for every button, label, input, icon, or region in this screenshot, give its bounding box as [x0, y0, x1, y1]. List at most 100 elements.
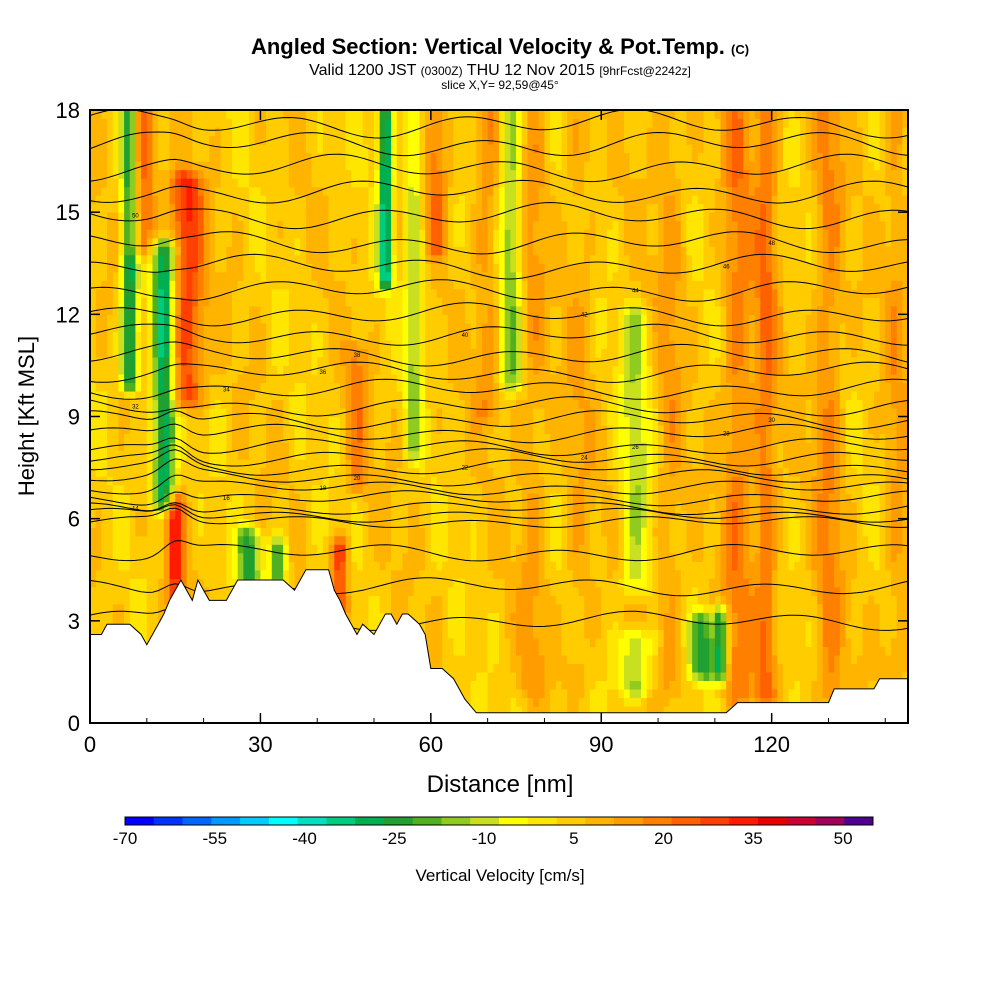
velocity-cell	[419, 416, 426, 426]
velocity-cell	[419, 527, 426, 537]
velocity-cell	[107, 535, 114, 545]
velocity-cell	[118, 169, 125, 179]
velocity-cell	[203, 288, 210, 298]
velocity-cell	[135, 339, 142, 349]
velocity-cell	[277, 161, 284, 171]
velocity-cell	[442, 322, 449, 332]
velocity-cell	[220, 178, 227, 188]
velocity-cell	[288, 339, 296, 349]
velocity-cell	[243, 501, 250, 511]
velocity-cell	[436, 144, 443, 154]
velocity-cell	[385, 127, 392, 137]
velocity-cell	[203, 544, 210, 554]
velocity-cell	[146, 544, 154, 554]
velocity-cell	[470, 407, 477, 418]
velocity-cell	[118, 416, 125, 426]
velocity-cell	[254, 127, 262, 137]
velocity-cell	[203, 501, 210, 511]
velocity-cell	[260, 212, 267, 222]
velocity-cell	[266, 459, 273, 469]
velocity-cell	[476, 680, 483, 690]
velocity-cell	[226, 203, 233, 213]
velocity-cell	[430, 544, 438, 554]
velocity-cell	[214, 118, 222, 128]
velocity-cell	[277, 365, 284, 375]
velocity-cell	[385, 144, 392, 154]
velocity-cell	[237, 484, 244, 494]
velocity-cell	[447, 442, 455, 452]
velocity-cell	[107, 612, 114, 622]
velocity-cell	[180, 527, 188, 537]
velocity-cell	[197, 425, 205, 435]
velocity-cell	[135, 527, 142, 537]
velocity-cell	[203, 263, 210, 273]
velocity-cell	[203, 382, 210, 392]
velocity-cell	[305, 203, 313, 213]
velocity-cell	[374, 433, 381, 443]
velocity-cell	[442, 339, 449, 349]
velocity-cell	[464, 620, 472, 630]
velocity-cell	[311, 246, 318, 256]
velocity-cell	[141, 493, 148, 503]
velocity-cell	[447, 305, 455, 315]
velocity-cell	[249, 433, 256, 443]
velocity-cell	[362, 314, 369, 324]
velocity-cell	[124, 569, 131, 579]
velocity-cell	[283, 280, 290, 290]
velocity-cell	[300, 297, 307, 307]
velocity-cell	[419, 620, 426, 630]
velocity-cell	[374, 288, 381, 298]
velocity-cell	[322, 484, 330, 494]
velocity-cell	[254, 484, 262, 494]
velocity-cell	[317, 322, 324, 332]
velocity-cell	[459, 280, 466, 290]
velocity-cell	[436, 263, 443, 273]
velocity-cell	[305, 254, 313, 264]
velocity-cell	[90, 220, 97, 230]
velocity-cell	[476, 595, 483, 605]
velocity-cell	[180, 518, 188, 528]
velocity-cell	[197, 578, 205, 588]
velocity-cell	[305, 467, 313, 477]
velocity-cell	[152, 195, 159, 205]
velocity-cell	[101, 110, 108, 120]
velocity-cell	[345, 552, 352, 562]
velocity-cell	[101, 152, 108, 162]
velocity-cell	[158, 586, 165, 596]
velocity-cell	[379, 552, 386, 562]
velocity-cell	[391, 110, 398, 120]
velocity-cell	[101, 348, 108, 358]
velocity-cell	[328, 254, 335, 264]
velocity-cell	[305, 127, 313, 137]
velocity-cell	[124, 288, 131, 298]
velocity-cell	[124, 373, 131, 384]
velocity-cell	[163, 425, 171, 435]
velocity-cell	[152, 288, 159, 298]
velocity-cell	[356, 569, 364, 579]
velocity-cell	[146, 186, 154, 196]
velocity-cell	[90, 254, 97, 264]
velocity-cell	[271, 544, 279, 554]
velocity-cell	[192, 254, 199, 264]
velocity-cell	[459, 203, 466, 213]
velocity-cell	[459, 169, 466, 179]
velocity-cell	[305, 110, 313, 120]
velocity-cell	[175, 135, 182, 145]
velocity-cell	[447, 280, 455, 290]
velocity-cell	[442, 161, 449, 171]
velocity-cell	[107, 339, 114, 349]
velocity-cell	[141, 459, 148, 469]
velocity-cell	[430, 212, 438, 222]
velocity-cell	[180, 399, 188, 409]
velocity-cell	[311, 501, 318, 511]
velocity-cell	[214, 425, 222, 435]
velocity-cell	[152, 569, 159, 579]
velocity-cell	[396, 254, 404, 264]
velocity-cell	[135, 195, 142, 205]
velocity-cell	[112, 118, 120, 128]
velocity-cell	[476, 382, 483, 392]
velocity-cell	[413, 450, 421, 460]
velocity-cell	[237, 322, 244, 332]
velocity-cell	[396, 561, 404, 571]
velocity-cell	[334, 527, 341, 537]
